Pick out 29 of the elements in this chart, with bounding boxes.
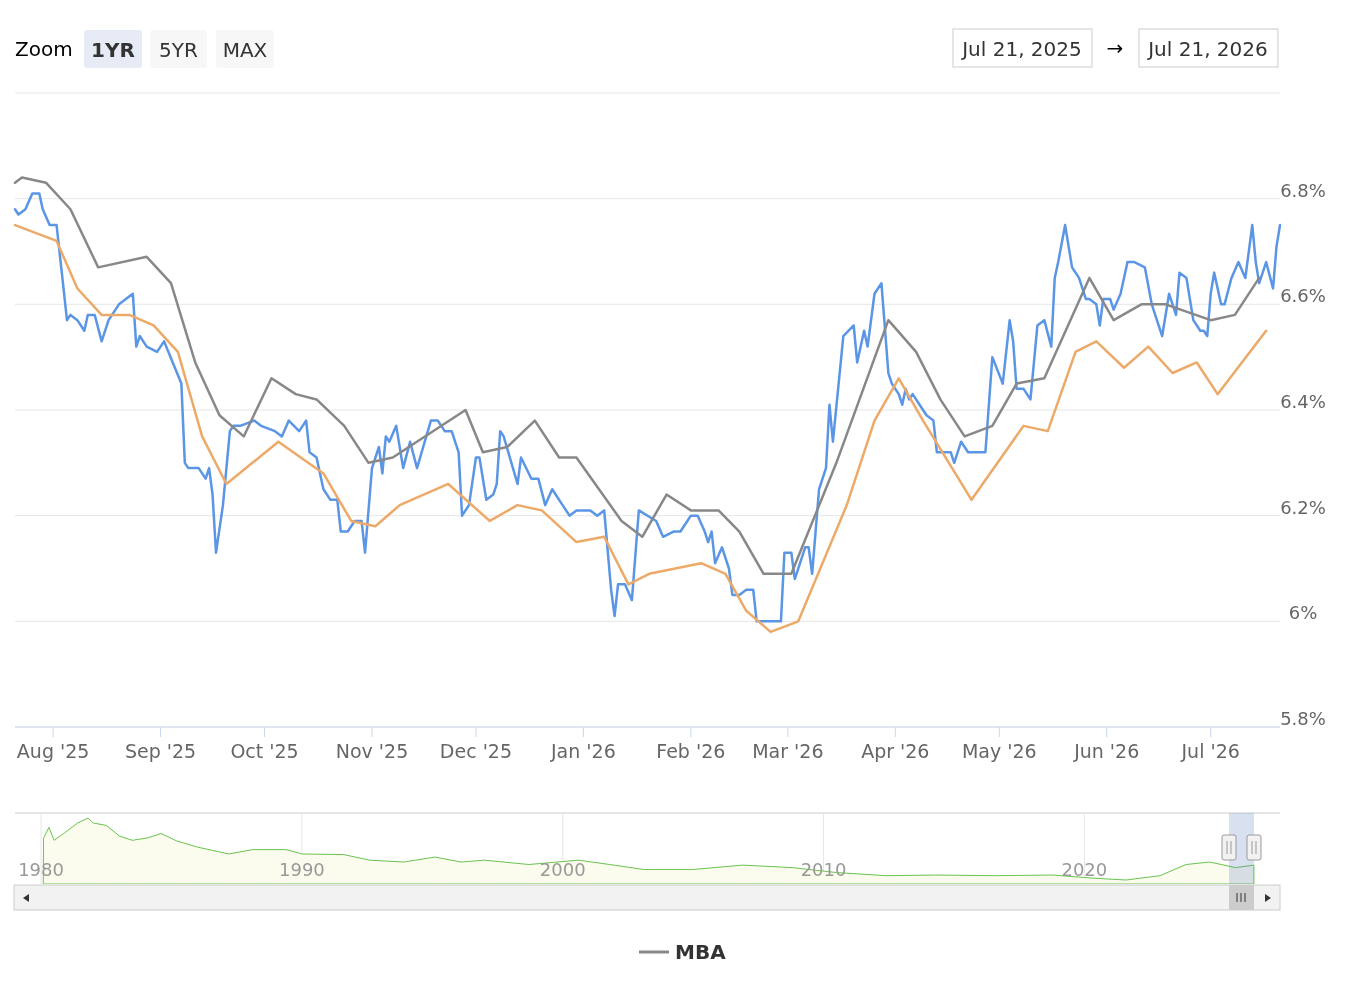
text: MAX — [222, 38, 268, 62]
x-tick-label: 2020 — [1061, 859, 1108, 880]
text: 5YR — [159, 38, 199, 62]
text: Jul 21, 2025 — [960, 37, 1082, 61]
x-tick-label: Sep '25 — [124, 740, 197, 762]
text: → — [1106, 36, 1124, 60]
x-tick-label: Jun '26 — [1073, 740, 1140, 762]
x-tick-label: Nov '25 — [335, 740, 409, 762]
x-tick-label: Jan '26 — [550, 740, 616, 762]
x-tick-label: Apr '26 — [861, 740, 930, 762]
legend-label: MBA — [675, 940, 727, 964]
x-tick-label: 2000 — [539, 859, 586, 880]
y-tick-label: 5.8% — [1280, 708, 1326, 729]
y-tick-label: 6% — [1288, 602, 1318, 624]
y-tick-label: 6.4% — [1280, 391, 1326, 412]
x-tick-label: Aug '25 — [16, 740, 90, 762]
x-tick-label: Jul '26 — [1180, 740, 1240, 762]
x-tick-label: May '26 — [961, 740, 1037, 762]
text: Zoom — [15, 37, 73, 61]
x-tick-label: Dec '25 — [439, 740, 513, 762]
y-tick-label: 6.6% — [1280, 285, 1326, 307]
y-tick-label: 6.8% — [1280, 179, 1326, 201]
x-tick-label: Feb '26 — [656, 740, 726, 762]
text: Jul 21, 2026 — [1146, 37, 1268, 61]
x-tick-label: Oct '25 — [230, 740, 299, 762]
text: 1YR — [91, 38, 135, 62]
y-tick-label: 6.2% — [1280, 496, 1326, 518]
x-tick-label: Mar '26 — [752, 740, 824, 762]
x-tick-label: 1990 — [279, 859, 325, 880]
